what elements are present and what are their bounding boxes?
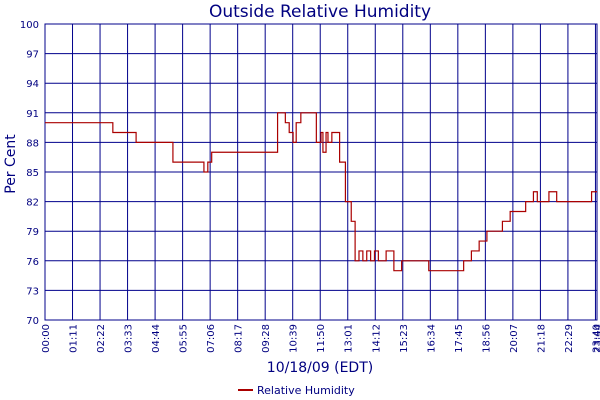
x-tick-label: 03:33: [124, 324, 135, 353]
x-tick-label: 14:12: [371, 324, 382, 353]
x-tick-label: 01:11: [69, 324, 80, 353]
legend-label-relative-humidity: Relative Humidity: [257, 384, 355, 397]
x-tick-label: 05:55: [179, 324, 190, 353]
x-tick-label: 23:40: [591, 324, 600, 353]
x-tick-label: 13:01: [344, 324, 355, 353]
y-tick-label: 100: [20, 20, 39, 31]
y-tick-label: 91: [26, 109, 39, 120]
x-tick-labels: 00:00 01:11 02:22 03:33 04:44 05:55 07:06 08:17…: [41, 324, 600, 353]
y-tick-label: 97: [26, 50, 39, 61]
x-tick-label: 08:17: [234, 324, 245, 353]
series-line-relative-humidity: [45, 112, 597, 272]
x-tick-label: 20:07: [509, 324, 520, 353]
x-tick-label: 22:29: [564, 324, 575, 353]
y-tick-label: 76: [26, 257, 39, 268]
x-tick-label: 10:39: [289, 324, 300, 353]
legend: Relative Humidity: [238, 384, 355, 397]
x-tick-label: 04:44: [151, 324, 162, 353]
y-tick-labels: 70 73 76 79 82 85 88 91 94 97 100: [20, 20, 39, 327]
x-tick-label: 17:45: [454, 324, 465, 353]
y-tick-label: 70: [26, 316, 39, 327]
y-tick-label: 85: [26, 168, 39, 179]
chart-title: Outside Relative Humidity: [209, 2, 431, 22]
x-tick-label: 18:56: [481, 324, 492, 353]
x-tick-label: 16:34: [426, 324, 437, 353]
y-tick-label: 94: [26, 79, 39, 90]
y-tick-label: 82: [26, 198, 39, 209]
series-layer: [45, 112, 597, 272]
grid-layer: [44, 23, 598, 321]
x-tick-label: 11:50: [316, 324, 327, 353]
x-tick-label: 09:28: [261, 324, 272, 353]
y-tick-label: 73: [26, 286, 39, 297]
y-tick-label: 79: [26, 227, 39, 238]
x-axis-label: 10/18/09 (EDT): [267, 360, 373, 376]
x-tick-label: 21:18: [536, 324, 547, 353]
x-tick-label: 23:44: [593, 324, 600, 353]
x-tick-label: 00:00: [41, 324, 52, 353]
x-tick-label: 07:06: [206, 324, 217, 353]
x-tick-label: 02:22: [96, 324, 107, 353]
x-tick-label: 15:23: [399, 324, 410, 353]
y-tick-label: 88: [26, 138, 39, 149]
y-axis-label: Per Cent: [3, 134, 19, 194]
